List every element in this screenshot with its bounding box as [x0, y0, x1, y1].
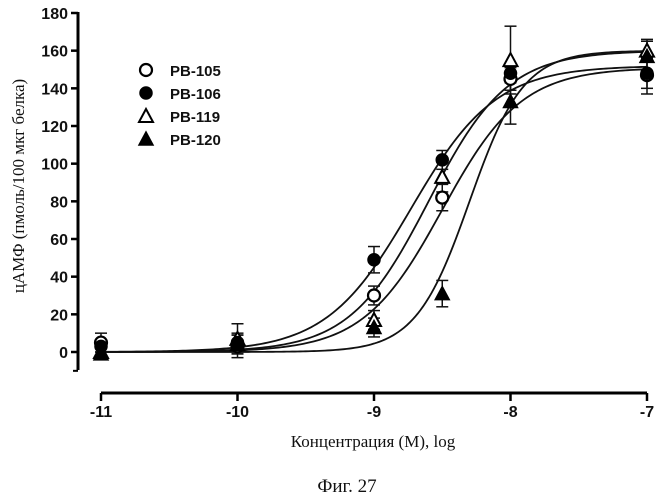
y-tick-label: 100 — [41, 157, 68, 174]
fit-curve-pb-120 — [101, 50, 648, 353]
legend-label-pb-119: PB-119 — [170, 109, 220, 126]
legend-marker-pb-105 — [138, 62, 154, 78]
x-tick-label: -10 — [226, 404, 249, 421]
point-pb-119 — [433, 167, 451, 184]
point-pb-106 — [435, 153, 449, 167]
x-axis-label: Концентрация (М), log — [291, 432, 456, 451]
y-tick-label: 60 — [50, 232, 68, 249]
legend: PB-105 PB-106 PB-119 PB-120 — [137, 62, 221, 149]
y-axis-label: цАМФ (пмоль/100 мкг белка) — [9, 79, 28, 293]
point-pb-106 — [230, 335, 245, 350]
point-pb-120 — [638, 47, 656, 64]
legend-marker-pb-119 — [137, 106, 155, 123]
legend-marker-pb-120 — [137, 130, 155, 146]
y-tick-label: 160 — [41, 44, 68, 61]
y-tick-label: 80 — [50, 194, 68, 211]
point-pb-106 — [367, 252, 381, 267]
legend-label-pb-106: PB-106 — [170, 86, 221, 103]
data-markers — [92, 41, 656, 361]
x-tick-label: -7 — [640, 404, 654, 421]
point-pb-120 — [365, 318, 383, 335]
point-pb-120 — [433, 285, 451, 301]
y-tick-label: 0 — [59, 345, 68, 362]
figure-caption: Фиг. 27 — [317, 476, 376, 497]
point-pb-105 — [435, 190, 450, 205]
axes: 0 20 40 60 80 100 120 140 160 180 -11 -10 -9 -8 -7 — [41, 6, 654, 421]
x-tick-label: -8 — [503, 404, 517, 421]
y-tick-label: 140 — [41, 81, 68, 98]
y-tick-label: 120 — [41, 119, 68, 136]
point-pb-106 — [640, 66, 654, 81]
point-pb-120 — [92, 345, 110, 361]
y-tick-label: 40 — [50, 270, 68, 287]
x-tick-label: -9 — [367, 404, 381, 421]
point-pb-106 — [503, 66, 518, 81]
legend-label-pb-120: PB-120 — [170, 132, 221, 149]
legend-label-pb-105: PB-105 — [170, 63, 221, 80]
point-pb-105 — [366, 288, 382, 303]
y-tick-label: 20 — [50, 307, 68, 324]
point-pb-120 — [502, 92, 519, 109]
point-pb-106 — [94, 339, 108, 354]
x-tick-label: -11 — [90, 404, 112, 421]
y-tick-label: 180 — [41, 6, 68, 23]
point-pb-119 — [501, 50, 520, 68]
legend-marker-pb-106 — [139, 86, 153, 100]
